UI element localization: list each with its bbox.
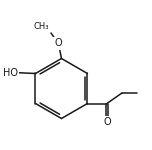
Text: O: O: [55, 39, 62, 48]
Text: HO: HO: [3, 68, 18, 78]
Text: CH₃: CH₃: [34, 22, 49, 32]
Text: O: O: [103, 117, 111, 127]
